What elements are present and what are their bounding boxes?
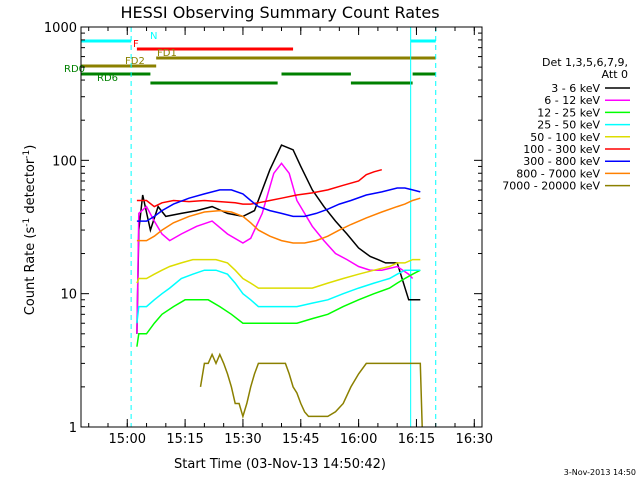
date-stamp: 3-Nov-2013 14:50 — [564, 468, 636, 477]
series-line — [136, 269, 421, 324]
legend-entry-label: 25 - 50 keV — [537, 119, 600, 132]
legend-entry-label: 100 - 300 keV — [523, 143, 600, 156]
series-line — [136, 162, 414, 334]
legend-entry-label: 50 - 100 keV — [530, 131, 600, 144]
flag-bar-label: FD1 — [157, 48, 177, 59]
legend-header-line-1: Det 1,3,5,6,7,9, — [542, 56, 628, 69]
flag-bars: NF FD1 FD2 RD0 RD6 — [64, 31, 436, 85]
legend-entry-label: 3 - 6 keV — [551, 82, 600, 95]
x-tick-label: 15:00 — [109, 432, 146, 447]
y-tick-label: 100 — [52, 154, 77, 169]
flag-bar-label: F — [133, 39, 139, 50]
flag-bar-label: N — [150, 31, 157, 42]
legend-entry-label: 800 - 7000 keV — [516, 167, 600, 180]
legend-entry-label: 7000 - 20000 keV — [502, 180, 600, 193]
flag-bar-label: FD2 — [125, 56, 145, 67]
x-tick-label: 15:30 — [224, 432, 261, 447]
series-line — [136, 269, 421, 347]
chart-title: HESSI Observing Summary Count Rates — [120, 3, 439, 22]
series-line — [136, 258, 421, 289]
x-tick-label: 16:00 — [340, 432, 377, 447]
vertical-markers — [80, 27, 437, 427]
plot-frame — [80, 26, 483, 428]
y-tick-label: 1 — [69, 421, 77, 436]
legend-entry-label: 6 - 12 keV — [544, 94, 600, 107]
flag-bar-label: RD6 — [97, 73, 118, 84]
legend-header-line-2: Att 0 — [602, 68, 628, 81]
series-line — [136, 187, 421, 222]
x-tick-label: 15:45 — [282, 432, 319, 447]
axes: 15:00 15:15 15:30 15:45 16:00 16:15 16:30 1 10 10… — [44, 21, 493, 447]
legend-entry-label: 12 - 25 keV — [537, 106, 600, 119]
x-axis-label: Start Time (03-Nov-13 14:50:42) — [174, 457, 386, 472]
x-tick-label: 15:15 — [166, 432, 203, 447]
x-tick-label: 16:30 — [456, 432, 493, 447]
series-line — [136, 197, 421, 244]
flag-bar-label: RD0 — [64, 64, 85, 75]
series-line — [199, 352, 423, 428]
y-tick-label: 10 — [60, 288, 77, 303]
series-line — [136, 168, 382, 208]
series-lines — [136, 144, 423, 428]
y-tick-label: 1000 — [44, 21, 77, 36]
y-axis-label: Count Rate (s-1 detector-1) — [22, 145, 38, 316]
x-tick-label: 16:15 — [398, 432, 435, 447]
legend-entry-label: 300 - 800 keV — [523, 155, 600, 168]
